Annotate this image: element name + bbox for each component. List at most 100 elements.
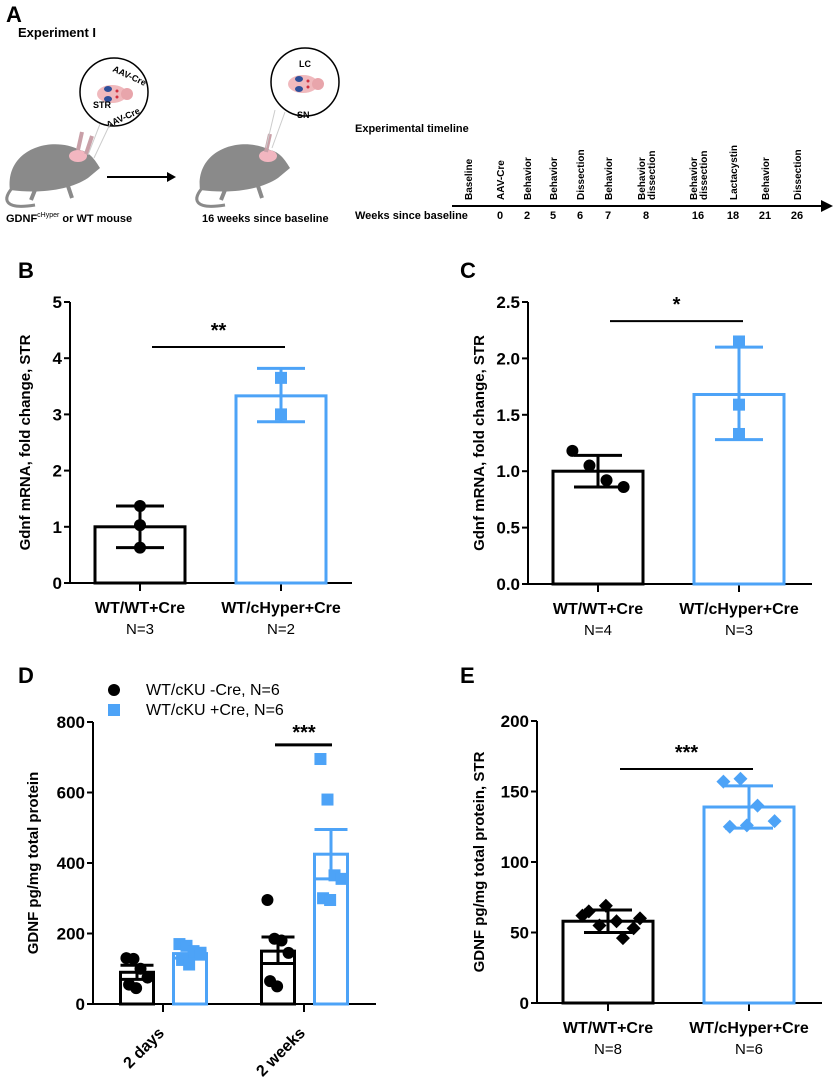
label-str: STR — [93, 100, 112, 110]
event-week: 2 — [524, 210, 530, 222]
event-week: 6 — [577, 210, 583, 222]
panel-letter: E — [460, 663, 475, 688]
significance-stars: *** — [292, 722, 316, 744]
data-point — [615, 931, 630, 946]
striatum-icon — [295, 76, 303, 82]
n-label: N=6 — [735, 1041, 763, 1058]
cannula-icon — [264, 133, 272, 153]
data-point — [271, 980, 284, 993]
zoom-connector — [265, 109, 286, 149]
event-label: AAV-Cre — [496, 160, 507, 200]
panel-letter: D — [18, 663, 34, 688]
n-label: N=3 — [126, 621, 154, 638]
y-tick-label: 5 — [53, 293, 62, 312]
y-tick-label: 1 — [53, 518, 62, 537]
event-label: Behavior — [637, 157, 648, 200]
mouse-legs — [29, 185, 74, 201]
striatum-icon — [104, 86, 112, 92]
n-label: N=8 — [594, 1041, 622, 1058]
panel-letter: C — [460, 258, 476, 283]
timeline-event: Baseline — [464, 158, 475, 200]
bar-group — [692, 335, 786, 586]
timeline-event: Behavior dissection 8 — [637, 151, 658, 222]
x-category-label: WT/cHyper+Cre — [689, 1020, 809, 1037]
striatum-icon — [295, 86, 303, 92]
mouse1-caption: GDNFcHyper or WT mouse — [6, 212, 132, 225]
data-point — [134, 962, 147, 975]
data-point — [130, 982, 143, 995]
event-week: 5 — [550, 210, 556, 222]
bar-group — [260, 894, 296, 1006]
caption-rest: or WT mouse — [59, 213, 132, 225]
significance-stars: * — [673, 294, 681, 316]
bar-group — [313, 753, 349, 1006]
data-point — [626, 921, 641, 936]
chart-panel-c: C 0.0 0.5 1.0 1.5 2.0 2.5 Gdnf mRNA, fold chang… — [460, 258, 812, 639]
y-tick-label: 0 — [520, 994, 529, 1013]
data-point — [716, 774, 731, 789]
injection-circle-2: LC SN — [270, 47, 340, 120]
label-sn: SN — [297, 110, 310, 120]
n-label: N=4 — [584, 622, 612, 639]
timeline-event: Dissection 6 — [576, 149, 587, 222]
data-point — [275, 934, 288, 947]
x-category-label: WT/cHyper+Cre — [679, 601, 799, 618]
y-tick-label: 400 — [57, 854, 85, 873]
y-tick-label: 0 — [53, 574, 62, 593]
data-point — [739, 818, 754, 833]
event-label: Baseline — [464, 158, 475, 200]
legend-entry: WT/cKU +Cre, N=6 — [146, 702, 284, 719]
y-tick-label: 3 — [53, 405, 62, 424]
data-point — [750, 798, 765, 813]
legend-entry: WT/cKU -Cre, N=6 — [146, 682, 280, 699]
data-point — [609, 914, 624, 929]
mouse-ear — [69, 150, 87, 162]
y-axis-label: GDNF pg/mg total protein — [25, 772, 42, 954]
timeline-title: Experimental timeline — [355, 123, 469, 135]
event-label: Behavior — [689, 157, 700, 200]
data-point — [134, 500, 146, 513]
event-label: Behavior — [549, 157, 560, 200]
event-week: 21 — [759, 210, 771, 222]
data-point — [141, 971, 154, 984]
data-point — [194, 948, 207, 961]
weeks-label: Weeks since baseline — [355, 210, 468, 222]
target-dot — [306, 79, 310, 83]
event-label: Lactacystin — [729, 145, 740, 200]
data-point — [733, 335, 745, 348]
data-point — [722, 819, 737, 834]
timeline-event: Behavior 5 — [549, 157, 560, 222]
mouse2-caption: 16 weeks since baseline — [202, 213, 329, 225]
y-tick-label: 1.0 — [496, 462, 520, 481]
y-tick-label: 0 — [76, 995, 85, 1014]
data-point — [733, 771, 748, 786]
y-axis-label: Gdnf mRNA, fold change, STR — [17, 334, 34, 550]
data-point — [335, 872, 348, 885]
y-tick-label: 0.0 — [496, 575, 520, 594]
x-category-label: WT/cHyper+Cre — [221, 600, 341, 617]
y-axis-label: GDNF pg/mg total protein, STR — [471, 751, 488, 972]
event-label: Behavior — [604, 157, 615, 200]
mouse-tail — [5, 183, 36, 208]
timeline-event: AAV-Cre 0 — [496, 160, 507, 222]
mouse-body — [199, 144, 290, 192]
panel-letter-a: A — [6, 2, 22, 27]
timeline-event: Behavior 21 — [759, 157, 772, 222]
data-point — [275, 408, 287, 421]
y-tick-label: 4 — [53, 349, 63, 368]
cannula-icon — [76, 131, 94, 155]
y-tick-label: 2 — [53, 462, 62, 481]
y-tick-label: 1.5 — [496, 406, 520, 425]
x-category-label: WT/WT+Cre — [95, 600, 185, 617]
y-tick-label: 2.5 — [496, 293, 520, 312]
x-category-label: WT/WT+Cre — [563, 1020, 653, 1037]
n-label: N=2 — [267, 621, 295, 638]
y-tick-label: 800 — [57, 713, 85, 732]
timeline-event: Lactacystin 18 — [727, 145, 740, 222]
data-point — [183, 958, 196, 971]
timeline-event: Behavior 2 — [523, 157, 534, 222]
data-point — [127, 952, 140, 965]
data-point — [314, 753, 327, 766]
